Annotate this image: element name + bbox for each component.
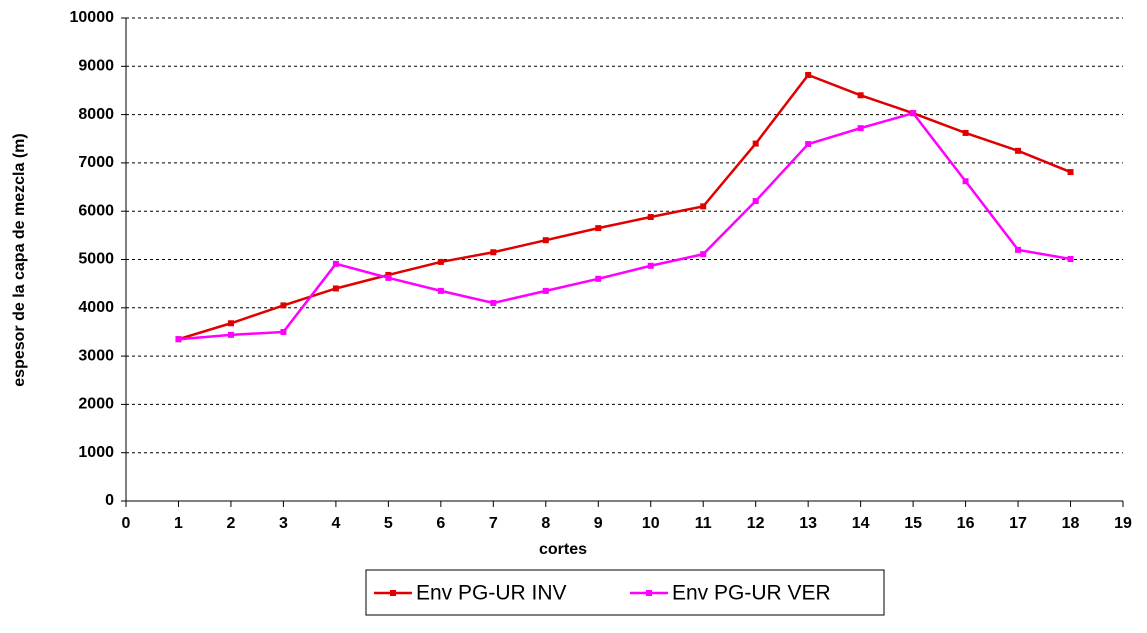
marker [175, 336, 182, 343]
marker [1015, 246, 1022, 253]
marker [910, 110, 917, 117]
x-tick-label: 16 [957, 515, 975, 532]
y-axis-label: espesor de la capa de mezcla (m) [11, 133, 28, 386]
marker [437, 258, 444, 265]
y-tick-label: 5000 [78, 251, 114, 268]
series-line [178, 73, 1071, 341]
series-line [178, 111, 1071, 341]
y-tick-label: 7000 [78, 154, 114, 171]
marker [805, 141, 812, 148]
y-tick-label: 9000 [78, 58, 114, 75]
x-tick-label: 18 [1062, 515, 1080, 532]
marker [962, 178, 969, 185]
marker [280, 328, 287, 335]
y-tick-label: 8000 [78, 106, 114, 123]
x-tick-label: 7 [489, 515, 498, 532]
marker [1067, 256, 1074, 263]
x-axis-label: cortes [539, 541, 587, 558]
marker [752, 140, 759, 147]
x-tick-label: 5 [384, 515, 393, 532]
marker [1067, 169, 1074, 176]
marker [857, 125, 864, 132]
legend-marker [646, 590, 652, 596]
legend-label: Env PG-UR VER [672, 582, 831, 605]
marker [1015, 147, 1022, 154]
x-tick-label: 10 [642, 515, 660, 532]
x-tick-label: 8 [541, 515, 550, 532]
y-tick-label: 3000 [78, 347, 114, 364]
x-tick-label: 2 [226, 515, 235, 532]
marker [332, 260, 339, 267]
legend-label: Env PG-UR INV [416, 582, 567, 605]
x-tick-label: 3 [279, 515, 288, 532]
y-tick-label: 10000 [70, 9, 115, 26]
x-tick-label: 11 [695, 515, 712, 532]
marker [647, 213, 654, 220]
y-tick-label: 6000 [78, 202, 114, 219]
marker [542, 287, 549, 294]
marker [805, 71, 812, 78]
x-tick-label: 17 [1009, 515, 1027, 532]
x-tick-label: 1 [174, 515, 183, 532]
legend-marker [390, 590, 396, 596]
x-tick-label: 19 [1114, 515, 1132, 532]
x-tick-label: 15 [904, 515, 922, 532]
marker [542, 237, 549, 244]
x-tick-label: 6 [436, 515, 445, 532]
legend-box [365, 569, 885, 616]
marker [280, 302, 287, 309]
y-tick-label: 1000 [78, 444, 114, 461]
x-tick-label: 0 [122, 515, 131, 532]
marker [490, 299, 497, 306]
marker [700, 203, 707, 210]
marker [700, 251, 707, 258]
x-tick-label: 4 [331, 515, 340, 532]
marker [227, 331, 234, 338]
y-tick-label: 4000 [78, 299, 114, 316]
marker [437, 287, 444, 294]
marker [857, 92, 864, 99]
marker [962, 129, 969, 136]
x-tick-label: 9 [594, 515, 603, 532]
x-tick-label: 14 [852, 515, 870, 532]
marker [752, 198, 759, 205]
y-tick-label: 2000 [78, 396, 114, 413]
marker [332, 285, 339, 292]
marker [647, 262, 654, 269]
x-tick-label: 13 [799, 515, 817, 532]
y-tick-label: 0 [105, 492, 114, 509]
marker [595, 275, 602, 282]
x-tick-label: 12 [747, 515, 765, 532]
marker [385, 274, 392, 281]
marker [595, 225, 602, 232]
marker [490, 249, 497, 256]
marker [227, 320, 234, 327]
